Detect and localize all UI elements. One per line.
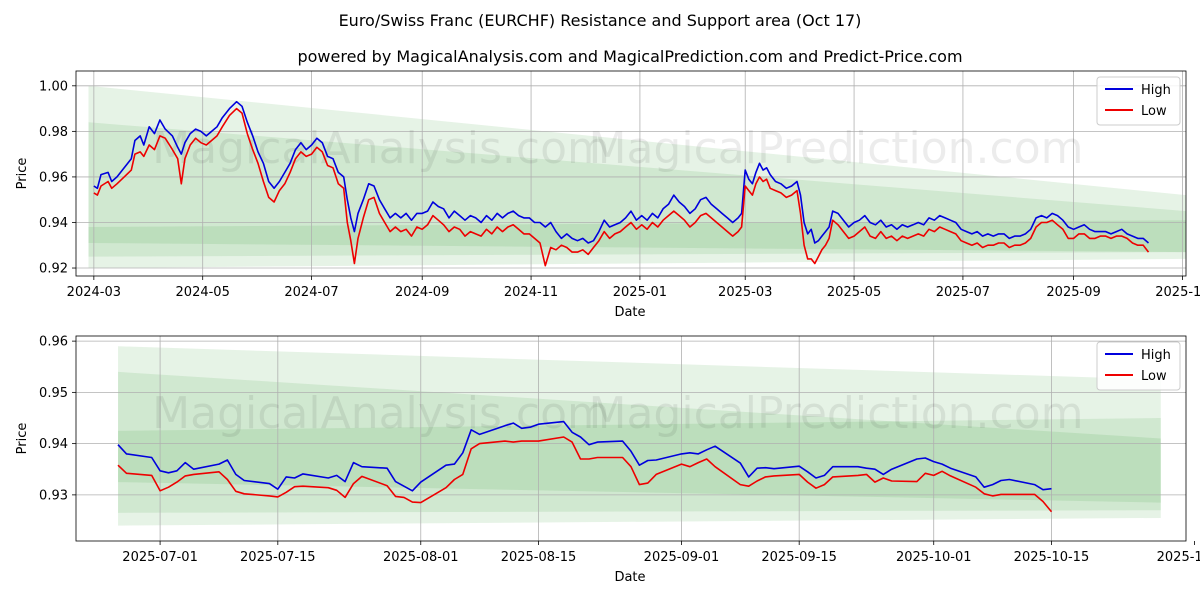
x-tick-label: 2025-09 [1046, 285, 1100, 300]
y-tick-label: 0.94 [39, 437, 68, 452]
watermark: MagicalPrediction.com [589, 388, 1084, 439]
x-tick-label: 2025-10-01 [896, 550, 972, 565]
legend-label-high: High [1141, 348, 1171, 363]
y-axis-label: Price [15, 158, 30, 190]
axes-frame [75, 335, 1187, 542]
y-tick-label: 0.95 [39, 386, 68, 401]
watermark: MagicalAnalysis.com [152, 388, 610, 439]
x-axis-label: Date [614, 305, 645, 320]
y-tick-label: 0.92 [39, 262, 68, 277]
watermark: MagicalPrediction.com [589, 123, 1084, 174]
y-tick-label: 1.00 [39, 79, 68, 94]
series-high [117, 420, 1052, 492]
x-axis-label: Date [614, 570, 645, 585]
series-high [93, 100, 1150, 244]
legend-label-low: Low [1141, 104, 1167, 119]
y-tick-label: 0.96 [39, 335, 68, 350]
x-tick-label: 2024-09 [395, 285, 449, 300]
legend-label-high: High [1141, 83, 1171, 98]
x-tick-label: 2025-03 [718, 285, 772, 300]
y-tick-label: 0.94 [39, 216, 68, 231]
top-panel: MagicalAnalysis.comMagicalPrediction.com… [15, 70, 1200, 320]
series-low [117, 436, 1053, 513]
x-tick-label: 2025-07-15 [240, 550, 316, 565]
x-tick-label: 2025-09-15 [761, 550, 837, 565]
chart-title: Euro/Swiss Franc (EURCHF) Resistance and… [339, 11, 862, 30]
legend: High Low [1096, 76, 1181, 126]
x-tick-label: 2025-11-01 [1157, 550, 1200, 565]
x-tick-label: 2025-07 [936, 285, 990, 300]
band-2 [88, 220, 1186, 253]
x-tick-label: 2025-08-15 [501, 550, 577, 565]
x-tick-label: 2024-11 [504, 285, 558, 300]
x-tick-label: 2024-05 [176, 285, 230, 300]
x-tick-label: 2025-05 [827, 285, 881, 300]
y-tick-label: 0.98 [39, 125, 68, 140]
x-tick-label: 2025-01 [613, 285, 667, 300]
y-axis-label: Price [15, 423, 30, 455]
x-tick-label: 2025-10-15 [1014, 550, 1090, 565]
bottom-panel: MagicalAnalysis.comMagicalPrediction.com… [15, 335, 1200, 585]
watermark: MagicalAnalysis.com [152, 123, 610, 174]
band-1 [88, 122, 1186, 257]
band-1 [118, 371, 1161, 513]
x-tick-label: 2025-07-01 [122, 550, 198, 565]
y-tick-label: 0.96 [39, 170, 68, 185]
x-tick-label: 2024-03 [67, 285, 121, 300]
chart-subtitle: powered by MagicalAnalysis.com and Magic… [297, 47, 962, 66]
x-tick-label: 2025-08-01 [383, 550, 459, 565]
x-tick-label: 2024-07 [284, 285, 338, 300]
y-tick-label: 0.93 [39, 488, 68, 503]
series-low [93, 107, 1150, 267]
legend: High Low [1096, 341, 1181, 391]
axes-frame [75, 70, 1187, 277]
x-tick-label: 2025-09-01 [644, 550, 720, 565]
legend-label-low: Low [1141, 369, 1167, 384]
x-tick-label: 2025-11 [1155, 285, 1200, 300]
